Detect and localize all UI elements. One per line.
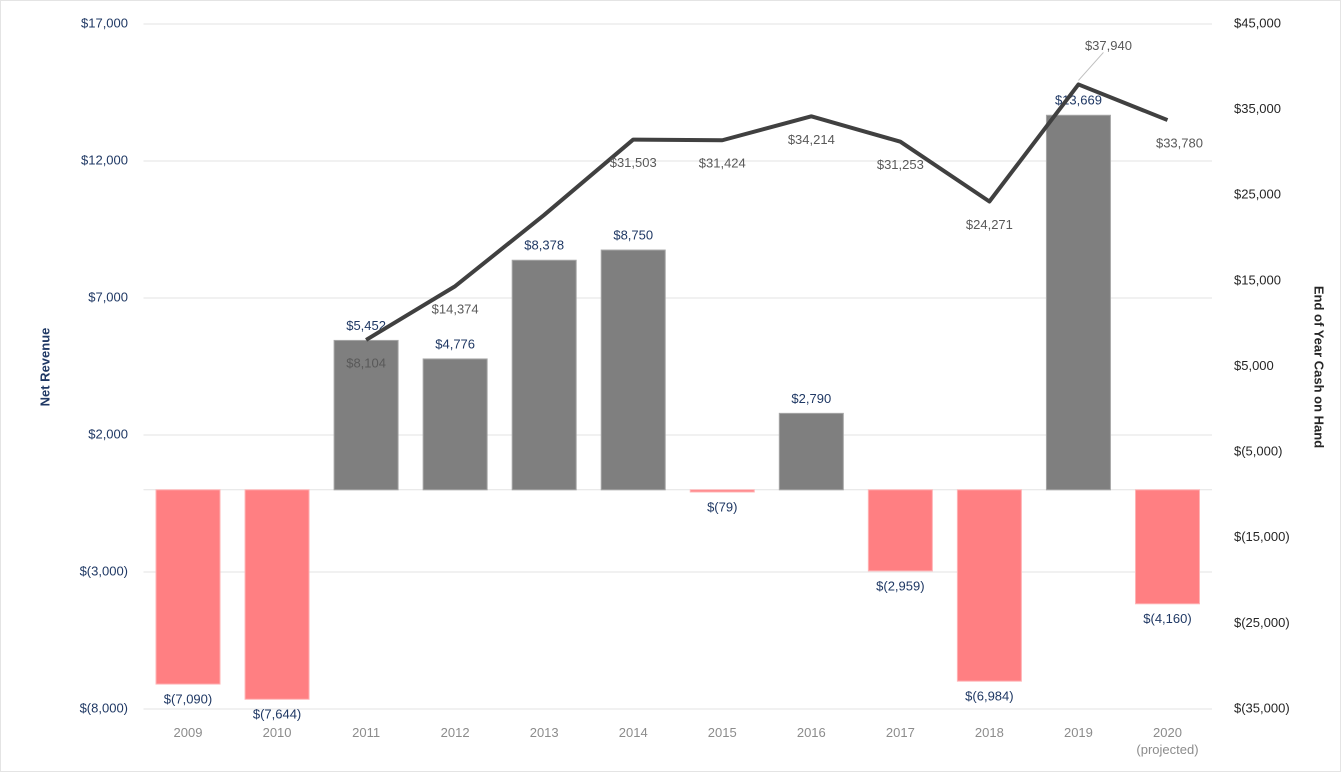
bar-value-label: $13,669 bbox=[1055, 93, 1102, 108]
x-tick-label: 2020 (projected) bbox=[1136, 725, 1199, 757]
line-value-label: $24,271 bbox=[966, 217, 1013, 232]
bar-value-label: $8,750 bbox=[613, 227, 653, 242]
y2-tick-label: $5,000 bbox=[1234, 358, 1274, 373]
y-tick-label: $(8,000) bbox=[80, 700, 128, 715]
y-tick-label: $7,000 bbox=[88, 289, 128, 304]
y2-tick-label: $(35,000) bbox=[1234, 700, 1290, 715]
bar bbox=[778, 412, 844, 491]
bar bbox=[1045, 114, 1111, 491]
x-tick-label: 2014 bbox=[618, 725, 648, 740]
x-tick-label: 2016 bbox=[796, 725, 826, 740]
bar-value-label: $(7,644) bbox=[253, 707, 301, 722]
bar bbox=[600, 249, 666, 491]
y2-tick-label: $15,000 bbox=[1234, 272, 1281, 287]
line-value-label: $37,940 bbox=[1085, 38, 1132, 53]
y2-tick-label: $(5,000) bbox=[1234, 444, 1282, 459]
line-value-label: $14,374 bbox=[432, 302, 479, 317]
y2-tick-label: $(25,000) bbox=[1234, 615, 1290, 630]
bar-value-label: $(7,090) bbox=[164, 692, 212, 707]
bar-value-label: $8,378 bbox=[524, 238, 564, 253]
y-tick-label: $12,000 bbox=[81, 152, 128, 167]
bar bbox=[867, 489, 933, 572]
y-axis-title: Net Revenue bbox=[37, 328, 52, 407]
x-tick-label: 2013 bbox=[529, 725, 559, 740]
x-tick-label: 2011 bbox=[352, 725, 381, 740]
line-value-label: $31,424 bbox=[699, 156, 746, 171]
y2-tick-label: $(15,000) bbox=[1234, 529, 1290, 544]
bar-value-label: $5,452 bbox=[346, 318, 386, 333]
y2-tick-label: $35,000 bbox=[1234, 101, 1281, 116]
line-value-label: $31,253 bbox=[877, 157, 924, 172]
bar-value-label: $2,790 bbox=[791, 391, 831, 406]
line-value-label: $8,104 bbox=[346, 355, 386, 370]
x-tick-label: 2019 bbox=[1063, 725, 1093, 740]
bar-value-label: $(2,959) bbox=[876, 578, 924, 593]
y2-tick-label: $45,000 bbox=[1234, 15, 1281, 30]
line bbox=[365, 82, 1169, 342]
bar bbox=[155, 489, 221, 685]
y2-tick-label: $25,000 bbox=[1234, 187, 1281, 202]
y-tick-label: $(3,000) bbox=[80, 563, 128, 578]
y2-axis-title: End of Year Cash on Hand bbox=[1312, 286, 1327, 448]
line-value-label: $34,214 bbox=[788, 132, 835, 147]
bar bbox=[422, 358, 488, 491]
x-tick-label: 2010 bbox=[262, 725, 292, 740]
bar bbox=[1134, 489, 1200, 605]
bar bbox=[956, 489, 1022, 682]
y-tick-label: $2,000 bbox=[88, 426, 128, 441]
x-tick-label: 2009 bbox=[173, 725, 203, 740]
line-value-label: $33,780 bbox=[1156, 136, 1203, 151]
x-tick-label: 2012 bbox=[440, 725, 470, 740]
x-tick-label: 2018 bbox=[974, 725, 1004, 740]
bar bbox=[244, 489, 310, 700]
bar bbox=[511, 259, 577, 491]
leader-line bbox=[1078, 52, 1104, 81]
bar-value-label: $(4,160) bbox=[1143, 611, 1191, 626]
bar-value-label: $(6,984) bbox=[965, 689, 1013, 704]
y-tick-label: $17,000 bbox=[81, 15, 128, 30]
bar-value-label: $4,776 bbox=[435, 336, 475, 351]
line-value-label: $31,503 bbox=[610, 155, 657, 170]
x-tick-label: 2015 bbox=[707, 725, 737, 740]
bar bbox=[689, 489, 755, 493]
bar bbox=[333, 339, 399, 491]
x-tick-label: 2017 bbox=[885, 725, 915, 740]
bar-value-label: $(79) bbox=[707, 499, 737, 514]
